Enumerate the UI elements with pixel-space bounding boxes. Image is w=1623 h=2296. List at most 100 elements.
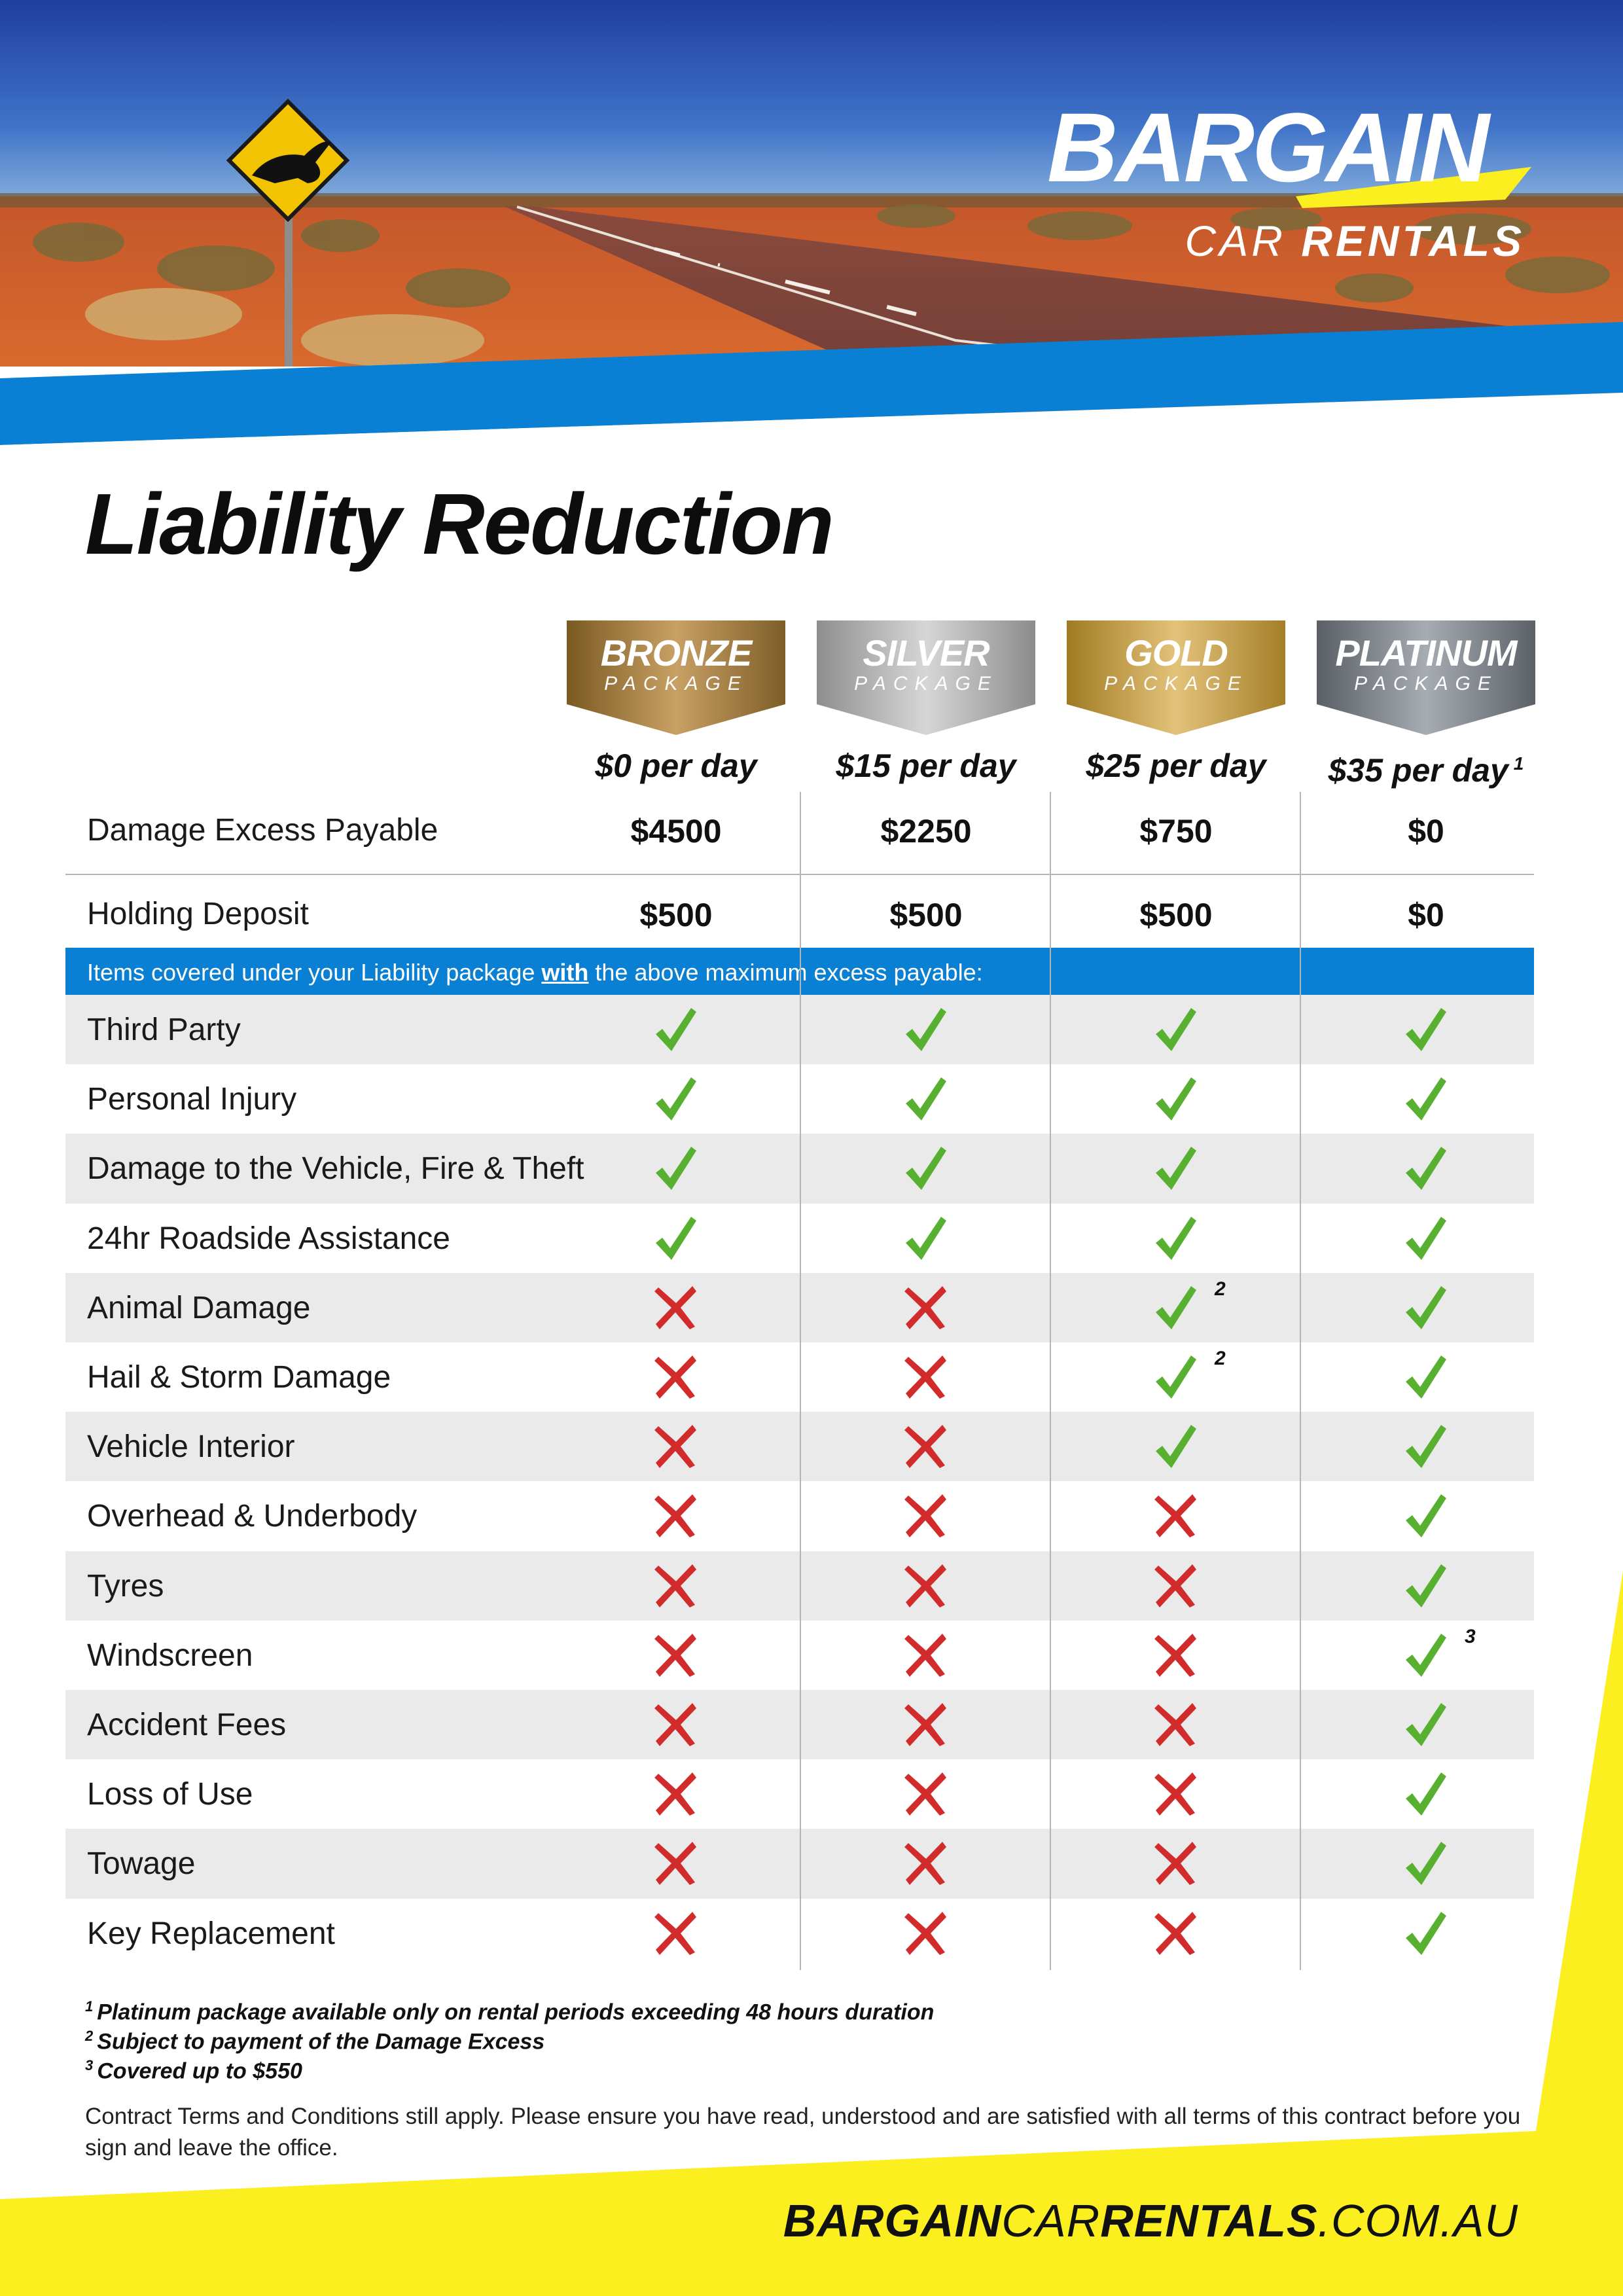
- package-badge-platinum: PLATINUM PACKAGE: [1317, 620, 1535, 735]
- check-icon: [1301, 1839, 1551, 1888]
- check-icon: [1301, 1770, 1551, 1818]
- check-icon: [551, 1144, 801, 1193]
- terms-text: Contract Terms and Conditions still appl…: [85, 2104, 1521, 2161]
- cross-icon: [801, 1492, 1051, 1540]
- logo-tagline: CAR RENTALS: [1185, 217, 1525, 265]
- row-label: Towage: [87, 1846, 196, 1882]
- cross-icon: [801, 1700, 1051, 1749]
- package-badge-silver: SILVER PACKAGE: [817, 620, 1035, 735]
- comparison-table: Damage Excess Payable $4500 $2250 $750 $…: [65, 792, 1534, 1970]
- check-icon: 3: [1301, 1626, 1551, 1679]
- damage-excess-row: Damage Excess Payable $4500 $2250 $750 $…: [65, 792, 1534, 870]
- footnote-ref: 2: [1215, 1278, 1226, 1300]
- cross-icon: [1051, 1839, 1301, 1888]
- cross-icon: [1051, 1909, 1301, 1958]
- row-label: Third Party: [87, 1013, 241, 1047]
- row-label: Tyres: [87, 1568, 164, 1604]
- cross-icon: [551, 1562, 801, 1610]
- package-name: SILVER: [863, 632, 990, 673]
- check-icon: [1051, 1214, 1301, 1263]
- cross-icon: [801, 1839, 1051, 1888]
- row-label: Key Replacement: [87, 1916, 335, 1951]
- page-title: Liability Reduction: [85, 476, 834, 572]
- cross-icon: [551, 1700, 801, 1749]
- holding-deposit-row: Holding Deposit $500 $500 $500 $0: [65, 876, 1534, 948]
- check-icon: [801, 1005, 1051, 1054]
- column-divider: [1050, 792, 1051, 1970]
- coverage-row: Hail & Storm Damage 2: [65, 1342, 1534, 1412]
- cross-icon: [1051, 1562, 1301, 1610]
- package-name: GOLD: [1124, 632, 1228, 673]
- cross-icon: [551, 1839, 801, 1888]
- footnote-ref: 2: [1215, 1348, 1226, 1369]
- check-icon: [1301, 1075, 1551, 1123]
- coverage-row: Overhead & Underbody: [65, 1481, 1534, 1551]
- row-label: Damage Excess Payable: [87, 813, 438, 848]
- header-banner-image: [0, 0, 1623, 445]
- row-label: Damage to the Vehicle, Fire & Theft: [87, 1151, 584, 1187]
- package-name: BRONZE: [600, 632, 752, 673]
- cross-icon: [801, 1283, 1051, 1332]
- coverage-header-text: Items covered under your Liability packa…: [87, 959, 983, 986]
- package-subtitle: PACKAGE: [1104, 673, 1248, 694]
- check-icon: 2: [1051, 1349, 1301, 1401]
- price-silver: $15 per day: [836, 747, 1016, 784]
- cross-icon: [801, 1631, 1051, 1679]
- coverage-row: Windscreen 3: [65, 1621, 1534, 1690]
- coverage-row: Loss of Use: [65, 1759, 1534, 1829]
- damage-excess-platinum: $0: [1408, 813, 1444, 850]
- check-icon: [1301, 1422, 1551, 1471]
- package-subtitle: PACKAGE: [604, 673, 748, 694]
- package-name: PLATINUM: [1335, 632, 1517, 673]
- check-icon: [801, 1144, 1051, 1193]
- cross-icon: [551, 1283, 801, 1332]
- cross-icon: [801, 1353, 1051, 1401]
- cross-icon: [1051, 1770, 1301, 1818]
- row-label: Vehicle Interior: [87, 1429, 295, 1465]
- check-icon: [1051, 1075, 1301, 1123]
- package-badge-bronze: BRONZE PACKAGE: [567, 620, 785, 735]
- check-icon: [801, 1214, 1051, 1263]
- cross-icon: [801, 1770, 1051, 1818]
- check-icon: [1051, 1005, 1301, 1054]
- row-label: Loss of Use: [87, 1777, 253, 1812]
- right-yellow-accent: [1531, 1571, 1623, 2160]
- row-label: Accident Fees: [87, 1708, 287, 1742]
- check-icon: [551, 1075, 801, 1123]
- website-url: BARGAINCARRENTALS.COM.AU: [783, 2195, 1518, 2246]
- brand-logo: BARGAIN CAR RENTALS: [1047, 98, 1544, 275]
- row-label: Hail & Storm Damage: [87, 1360, 391, 1395]
- row-label: Overhead & Underbody: [87, 1499, 418, 1534]
- holding-deposit-bronze: $500: [639, 897, 713, 933]
- check-icon: 2: [1051, 1278, 1301, 1332]
- check-icon: [1051, 1422, 1301, 1471]
- cross-icon: [551, 1909, 801, 1958]
- holding-deposit-platinum: $0: [1408, 897, 1444, 933]
- check-icon: [1301, 1909, 1551, 1958]
- footnote-2: 2 Subject to payment of the Damage Excess: [85, 2028, 545, 2054]
- coverage-row: 24hr Roadside Assistance: [65, 1204, 1534, 1273]
- cross-icon: [801, 1422, 1051, 1471]
- row-label: 24hr Roadside Assistance: [87, 1221, 450, 1256]
- damage-excess-gold: $750: [1139, 813, 1213, 850]
- footnote-1: 1 Platinum package available only on rent…: [85, 1998, 935, 2025]
- price-platinum: $35 per day 1: [1328, 752, 1524, 789]
- check-icon: [1301, 1562, 1551, 1610]
- holding-deposit-silver: $500: [889, 897, 963, 933]
- check-icon: [1301, 1492, 1551, 1540]
- check-icon: [1301, 1283, 1551, 1332]
- price-bronze: $0 per day: [595, 747, 757, 784]
- column-divider: [1300, 792, 1301, 1970]
- check-icon: [1301, 1144, 1551, 1193]
- package-badge-gold: GOLD PACKAGE: [1067, 620, 1285, 735]
- cross-icon: [551, 1353, 801, 1401]
- row-label: Animal Damage: [87, 1290, 311, 1325]
- check-icon: [801, 1075, 1051, 1123]
- logo-wordmark: BARGAIN: [1047, 92, 1489, 202]
- coverage-row: Key Replacement: [65, 1899, 1534, 1968]
- footnote-ref: 1: [1513, 753, 1524, 774]
- cross-icon: [1051, 1492, 1301, 1540]
- row-label: Windscreen: [87, 1638, 253, 1673]
- check-icon: [1301, 1700, 1551, 1749]
- check-icon: [1301, 1214, 1551, 1263]
